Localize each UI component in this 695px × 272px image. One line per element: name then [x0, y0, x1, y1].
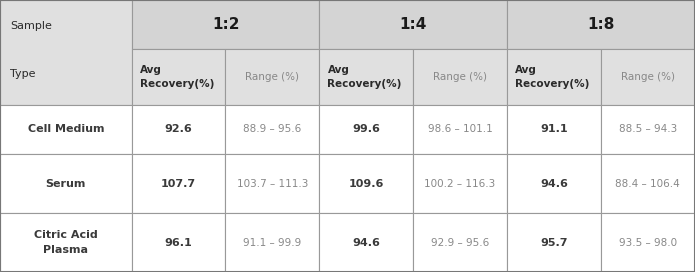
- Bar: [225, 105, 320, 154]
- Text: Sample: Sample: [10, 21, 52, 31]
- Bar: [0, 213, 132, 272]
- Text: Avg
Recovery(%): Avg Recovery(%): [140, 66, 214, 89]
- Text: 96.1: 96.1: [165, 237, 193, 248]
- Bar: [132, 213, 225, 272]
- Text: 94.6: 94.6: [352, 237, 380, 248]
- Bar: [0, 154, 132, 213]
- Bar: [320, 213, 413, 272]
- Text: Range (%): Range (%): [433, 72, 487, 82]
- Text: Range (%): Range (%): [245, 72, 300, 82]
- Text: 88.4 – 106.4: 88.4 – 106.4: [616, 178, 680, 188]
- Bar: [507, 154, 600, 213]
- Text: Avg
Recovery(%): Avg Recovery(%): [327, 66, 402, 89]
- Text: 88.9 – 95.6: 88.9 – 95.6: [243, 124, 302, 134]
- Bar: [413, 154, 507, 213]
- Text: 92.6: 92.6: [165, 124, 193, 134]
- Bar: [320, 154, 413, 213]
- Text: 94.6: 94.6: [540, 178, 568, 188]
- Text: Range (%): Range (%): [621, 72, 675, 82]
- Bar: [600, 50, 695, 105]
- Text: Serum: Serum: [46, 178, 86, 188]
- Text: 1:4: 1:4: [400, 17, 427, 32]
- Text: 1:2: 1:2: [212, 17, 239, 32]
- Bar: [507, 50, 600, 105]
- Bar: [413, 50, 507, 105]
- Text: 88.5 – 94.3: 88.5 – 94.3: [619, 124, 677, 134]
- Bar: [320, 0, 507, 50]
- Text: Avg
Recovery(%): Avg Recovery(%): [515, 66, 589, 89]
- Text: 103.7 – 111.3: 103.7 – 111.3: [236, 178, 308, 188]
- Bar: [600, 154, 695, 213]
- Bar: [320, 50, 413, 105]
- Bar: [413, 105, 507, 154]
- Bar: [507, 0, 695, 50]
- Text: Citric Acid
Plasma: Citric Acid Plasma: [34, 230, 98, 255]
- Bar: [507, 105, 600, 154]
- Text: 91.1: 91.1: [540, 124, 568, 134]
- Text: 91.1 – 99.9: 91.1 – 99.9: [243, 237, 302, 248]
- Text: 109.6: 109.6: [348, 178, 384, 188]
- Bar: [132, 105, 225, 154]
- Bar: [600, 105, 695, 154]
- Bar: [132, 50, 225, 105]
- Text: 92.9 – 95.6: 92.9 – 95.6: [431, 237, 489, 248]
- Bar: [132, 0, 320, 50]
- Bar: [0, 0, 132, 105]
- Text: 99.6: 99.6: [352, 124, 380, 134]
- Bar: [600, 213, 695, 272]
- Text: Type: Type: [10, 69, 35, 79]
- Text: 95.7: 95.7: [540, 237, 568, 248]
- Text: 1:8: 1:8: [587, 17, 615, 32]
- Bar: [225, 154, 320, 213]
- Text: 107.7: 107.7: [161, 178, 196, 188]
- Text: 100.2 – 116.3: 100.2 – 116.3: [425, 178, 496, 188]
- Text: 93.5 – 98.0: 93.5 – 98.0: [619, 237, 677, 248]
- Bar: [132, 154, 225, 213]
- Text: 98.6 – 101.1: 98.6 – 101.1: [427, 124, 493, 134]
- Bar: [320, 105, 413, 154]
- Bar: [413, 213, 507, 272]
- Bar: [225, 50, 320, 105]
- Bar: [225, 213, 320, 272]
- Bar: [507, 213, 600, 272]
- Bar: [0, 105, 132, 154]
- Text: Cell Medium: Cell Medium: [28, 124, 104, 134]
